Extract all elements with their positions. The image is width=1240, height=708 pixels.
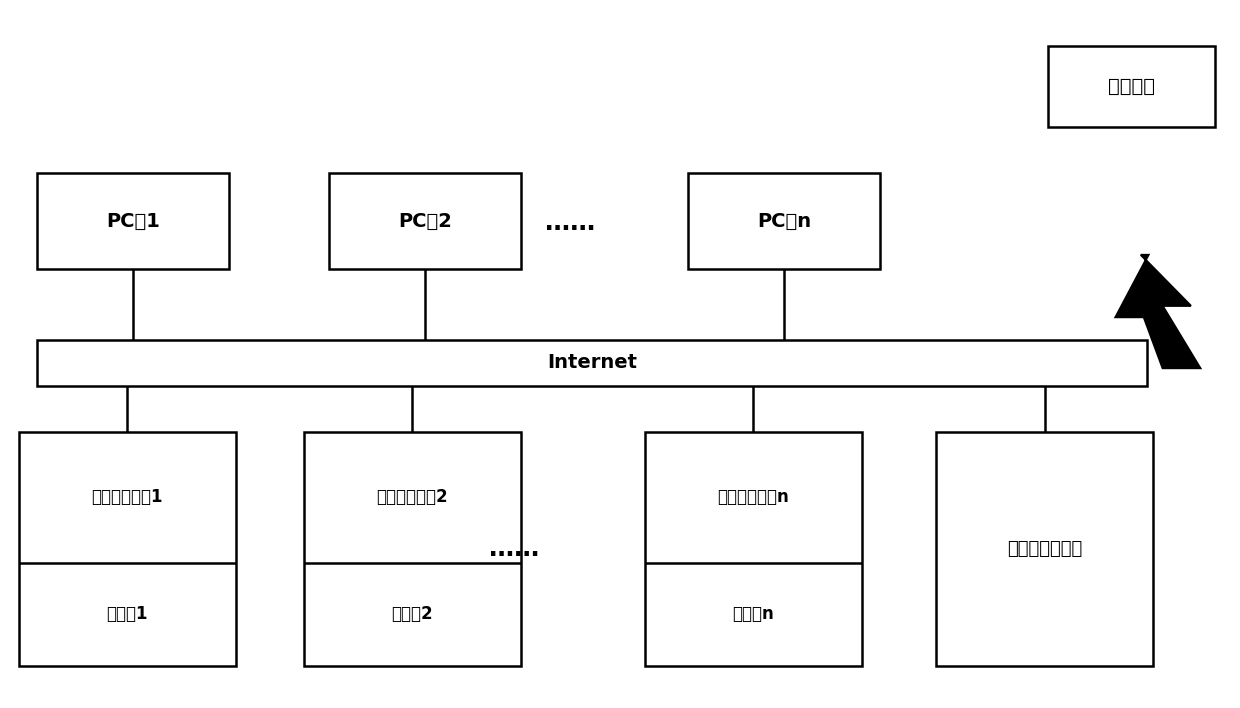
Bar [936, 432, 1153, 666]
Bar [19, 432, 236, 666]
Bar [1048, 46, 1215, 127]
Text: Internet: Internet [547, 353, 637, 372]
Text: 工控机n: 工控机n [733, 605, 774, 623]
Bar [304, 432, 521, 666]
Bar [688, 173, 880, 269]
Bar [37, 173, 229, 269]
Text: ……: …… [490, 537, 539, 561]
Text: 后台记录服务器: 后台记录服务器 [1007, 539, 1083, 558]
Bar [329, 173, 521, 269]
Text: PC机1: PC机1 [107, 212, 160, 231]
Text: PC机n: PC机n [758, 212, 811, 231]
Text: ……: …… [546, 211, 595, 235]
Text: PC机2: PC机2 [398, 212, 451, 231]
Text: 高低温冲击箱1: 高低温冲击箱1 [92, 489, 162, 506]
Bar [37, 340, 1147, 386]
Text: 高低温冲击箱n: 高低温冲击箱n [718, 489, 789, 506]
Bar [645, 432, 862, 666]
Text: 工控机1: 工控机1 [107, 605, 148, 623]
Polygon shape [1116, 255, 1200, 368]
Text: 高低温冲击箱2: 高低温冲击箱2 [377, 489, 448, 506]
Text: 移动终端: 移动终端 [1109, 77, 1154, 96]
Text: 工控机2: 工控机2 [392, 605, 433, 623]
